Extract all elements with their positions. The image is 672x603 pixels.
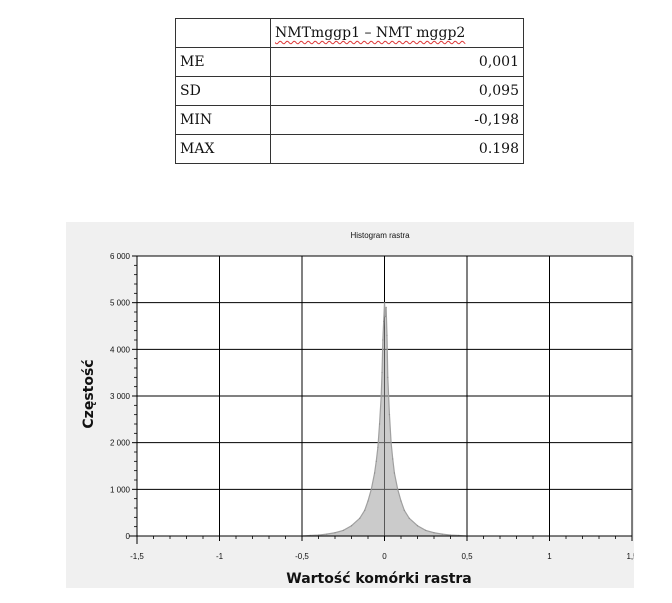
- histogram-point: [400, 500, 402, 502]
- histogram-point: [367, 500, 369, 502]
- x-tick-labels: -1,5 -1 -0,5 0 0,5 1 1,5: [130, 552, 634, 561]
- statistics-table: NMTmggp1 – NMT mggp2 ME 0,001 SD 0,095 M…: [175, 18, 524, 164]
- histogram-panel: Histogram rastra 0 1 000 2 000 3 000 4 000 5 …: [66, 222, 634, 588]
- histogram-point: [359, 517, 361, 519]
- y-axis-title: Częstość: [81, 359, 97, 428]
- row-value-me: 0,001: [270, 47, 524, 77]
- histogram-point: [390, 442, 392, 444]
- histogram-chart: Histogram rastra 0 1 000 2 000 3 000 4 000 5 …: [81, 231, 634, 587]
- histogram-point: [397, 488, 399, 490]
- histogram-point: [342, 529, 344, 531]
- y-tick-label: 1 000: [110, 485, 131, 494]
- y-tick-label: 4 000: [110, 345, 131, 354]
- histogram-point: [350, 525, 353, 527]
- row-label-sd: SD: [175, 76, 271, 106]
- x-tick-label: 1,5: [626, 552, 634, 561]
- histogram-point: [425, 529, 427, 531]
- y-tick-label: 0: [126, 532, 131, 541]
- axes: [129, 255, 633, 544]
- x-tick-label: 1: [547, 552, 552, 561]
- histogram-point: [377, 446, 379, 448]
- histogram-point: [385, 306, 387, 308]
- row-label-min: MIN: [175, 105, 271, 135]
- histogram-series: [301, 302, 468, 537]
- histogram-point: [364, 509, 366, 511]
- x-tick-label: -1,5: [130, 552, 144, 561]
- x-tick-label: -1: [216, 552, 224, 561]
- row-label-me: ME: [175, 47, 271, 77]
- histogram-point: [433, 532, 435, 534]
- row-value-sd: 0,095: [270, 76, 524, 106]
- histogram-point: [380, 395, 382, 397]
- histogram-point: [382, 339, 384, 341]
- table-row: ME 0,001: [175, 47, 524, 77]
- histogram-point: [334, 532, 336, 534]
- table-row: MAX 0.198: [175, 134, 524, 164]
- chart-title: Histogram rastra: [350, 231, 410, 240]
- histogram-point: [388, 414, 391, 416]
- histogram-area: [301, 302, 468, 537]
- table-row: MIN -0,198: [175, 105, 524, 135]
- histogram-point: [375, 460, 377, 462]
- histogram-point: [383, 302, 386, 304]
- x-tick-label: 0,5: [461, 552, 473, 561]
- y-tick-label: 5 000: [110, 299, 131, 308]
- histogram-point: [416, 525, 419, 527]
- histogram-point: [384, 316, 386, 318]
- x-tick-label: 0: [382, 552, 387, 561]
- histogram-point: [374, 472, 376, 474]
- histogram-point: [387, 376, 389, 378]
- histogram-point: [393, 472, 395, 474]
- histogram-point: [441, 533, 443, 535]
- y-tick-label: 6 000: [110, 252, 131, 261]
- histogram-point: [370, 488, 372, 490]
- y-tick-label: 3 000: [110, 392, 131, 401]
- histogram-point: [381, 372, 383, 374]
- x-axis-title: Wartość komórki rastra: [286, 571, 472, 587]
- histogram-point: [408, 517, 410, 519]
- row-label-max: MAX: [175, 134, 271, 164]
- y-tick-labels: 0 1 000 2 000 3 000 4 000 5 000 6 000: [110, 252, 131, 541]
- histogram-point: [383, 320, 385, 322]
- table-row: SD 0,095: [175, 76, 524, 106]
- histogram-point: [317, 534, 320, 536]
- table-header-corner: [175, 18, 271, 48]
- histogram-point: [378, 423, 381, 425]
- histogram-point: [392, 458, 394, 460]
- histogram-point: [449, 534, 452, 536]
- histogram-point: [326, 533, 328, 535]
- histogram-point: [386, 334, 388, 336]
- x-tick-label: -0,5: [295, 552, 309, 561]
- y-tick-label: 2 000: [110, 439, 131, 448]
- table-header-column: NMTmggp1 – NMT mggp2: [270, 18, 524, 48]
- table-header-row: NMTmggp1 – NMT mggp2: [175, 18, 524, 48]
- histogram-point: [403, 509, 405, 511]
- row-value-min: -0,198: [270, 105, 524, 135]
- column-header-label: NMTmggp1 – NMT mggp2: [275, 25, 466, 41]
- row-value-max: 0.198: [270, 134, 524, 164]
